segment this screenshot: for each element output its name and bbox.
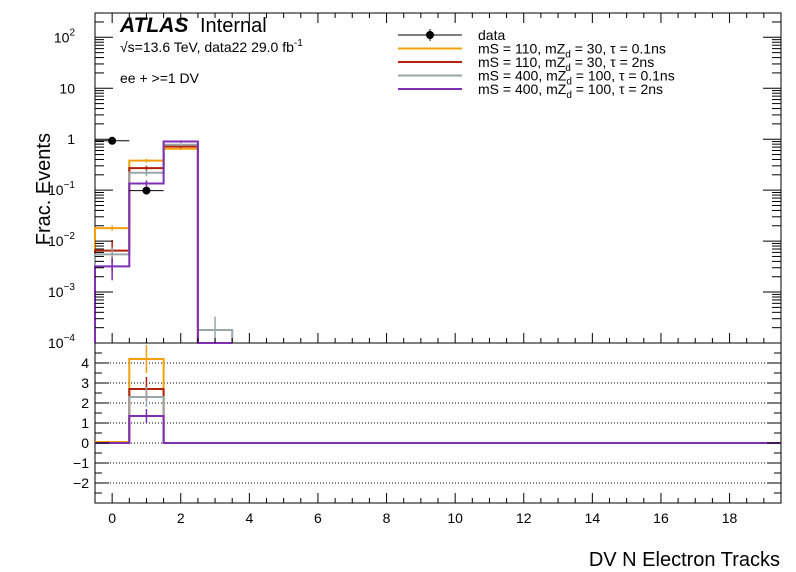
- ratio-histogram-line: [95, 396, 781, 444]
- data-marker: [142, 186, 151, 195]
- legend-label-tail: = 100, τ = 0.1ns: [572, 68, 675, 84]
- x-tick-label: 2: [177, 510, 185, 526]
- y-tick-label-base: 1: [67, 131, 75, 147]
- y-tick-label-base: 10: [54, 29, 70, 45]
- data-points: [95, 136, 164, 195]
- legend-label-tail: = 30, τ = 2ns: [571, 54, 654, 70]
- y-tick-label: 102: [54, 27, 76, 45]
- ratio-gridlines: [95, 362, 781, 484]
- legend-label-tail: = 100, τ = 2ns: [572, 81, 663, 97]
- y-tick-label: 10: [59, 80, 75, 96]
- legend-label: mS = 400, mZd = 100, τ = 2ns: [478, 81, 663, 101]
- internal-label: Internal: [200, 15, 267, 37]
- ratio-y-tick-label: 2: [81, 395, 89, 411]
- y-tick-label-exp: −2: [64, 231, 76, 242]
- legend-label-tail: = 30, τ = 0.1ns: [571, 41, 666, 57]
- atlas-label: ATLAS: [119, 14, 188, 37]
- x-tick-label: 16: [653, 510, 669, 526]
- legend-label: mS = 400, mZd = 100, τ = 0.1ns: [478, 68, 675, 88]
- y-tick-label-base: 10: [48, 182, 64, 198]
- x-tick-label: 10: [447, 510, 463, 526]
- legend-label-sub: d: [565, 63, 571, 74]
- legend-label-main: mS = 110, mZ: [478, 54, 566, 70]
- y-tick-label-exp: −4: [64, 333, 76, 344]
- x-tick-label: 14: [585, 510, 601, 526]
- legend-label-main: data: [478, 27, 505, 43]
- y-tick-label: 10−1: [48, 180, 75, 198]
- y-tick-label: 10−2: [48, 231, 75, 249]
- legend-label-main: mS = 400, mZ: [478, 81, 567, 97]
- data-marker: [108, 136, 117, 145]
- ratio-histogram-line: [95, 358, 781, 444]
- ratio-histograms: [95, 345, 781, 444]
- y-tick-label-exp: −1: [64, 180, 76, 191]
- y-tick-label-base: 10: [48, 335, 64, 351]
- y-tick-label-exp: 2: [69, 27, 75, 38]
- legend-label-sub: d: [565, 50, 571, 61]
- legend-label-main: mS = 110, mZ: [478, 41, 566, 57]
- ratio-y-tick-label: 1: [81, 415, 89, 431]
- y-tick-label-base: 10: [48, 233, 64, 249]
- legend-label: data: [478, 27, 505, 43]
- y-tick-label-base: 10: [59, 80, 75, 96]
- ratio-y-tick-label: 3: [81, 375, 89, 391]
- energy-lumi-label: √s=13.6 TeV, data22 29.0 fb-1: [120, 38, 303, 55]
- energy-lumi-text: √s=13.6 TeV, data22 29.0 fb: [120, 39, 294, 55]
- legend-label: mS = 110, mZd = 30, τ = 0.1ns: [478, 41, 666, 61]
- legend-label: mS = 110, mZd = 30, τ = 2ns: [478, 54, 654, 74]
- selection-label: ee + >=1 DV: [120, 70, 200, 86]
- x-tick-label: 0: [108, 510, 116, 526]
- histogram-line: [94, 140, 233, 344]
- legend-label-sub: d: [566, 90, 572, 101]
- legend-label-sub: d: [566, 77, 572, 88]
- x-axis-title: DV N Electron Tracks: [589, 549, 780, 571]
- main-histograms: [94, 140, 234, 344]
- y-tick-label: 10−3: [48, 282, 75, 300]
- y-tick-label-base: 10: [48, 284, 64, 300]
- y-tick-label: 1: [67, 131, 75, 147]
- legend-label-main: mS = 400, mZ: [478, 68, 567, 84]
- x-tick-label: 6: [314, 510, 322, 526]
- y-tick-label: 10−4: [48, 333, 75, 351]
- x-tick-label: 12: [516, 510, 532, 526]
- y-tick-label-exp: −3: [64, 282, 76, 293]
- x-tick-label: 8: [383, 510, 391, 526]
- ratio-y-tick-label: 0: [81, 435, 89, 451]
- x-tick-label: 4: [245, 510, 253, 526]
- energy-lumi-sup: -1: [294, 38, 303, 49]
- ratio-y-tick-label: 4: [81, 355, 89, 371]
- ratio-y-tick-label: −2: [73, 475, 89, 491]
- ratio-y-tick-label: −1: [73, 455, 89, 471]
- y-axis-title: Frac. Events: [33, 133, 55, 245]
- ratio-histogram-line: [95, 388, 781, 444]
- ratio-histogram-line: [95, 415, 781, 444]
- x-tick-label: 18: [722, 510, 738, 526]
